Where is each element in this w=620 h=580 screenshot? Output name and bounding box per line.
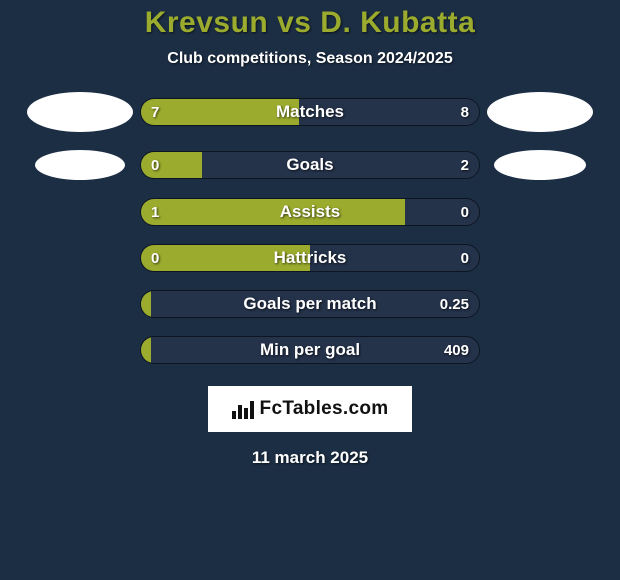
metric-bar-right-fill <box>202 152 479 178</box>
metric-bar-right-fill <box>405 199 479 225</box>
metric-bar-left-fill <box>141 99 299 125</box>
metric-bar-left-fill <box>141 152 202 178</box>
metric-bar: 7 Matches 8 <box>140 98 480 126</box>
metric-bar-left-fill <box>141 291 151 317</box>
metric-bar-left-fill <box>141 245 310 271</box>
avatar-right-slot <box>480 92 600 132</box>
metric-bar: 0 Hattricks 0 <box>140 244 480 272</box>
metric-bar: 0 Goals 2 <box>140 151 480 179</box>
bar-chart-icon <box>232 399 254 419</box>
player-avatar-right <box>487 92 593 132</box>
metric-bar: Goals per match 0.25 <box>140 290 480 318</box>
team-avatar-left <box>35 150 125 180</box>
page-title: Krevsun vs D. Kubatta <box>145 6 476 40</box>
metric-bar: Min per goal 409 <box>140 336 480 364</box>
footer-date: 11 march 2025 <box>252 448 368 468</box>
metric-row: Goals per match 0.25 <box>0 290 620 318</box>
player-avatar-left <box>27 92 133 132</box>
metric-bar-right-fill <box>310 245 479 271</box>
team-avatar-right <box>494 150 586 180</box>
avatar-right-slot <box>480 150 600 180</box>
brand-text: FcTables.com <box>260 398 389 420</box>
metric-bar-left-fill <box>141 199 405 225</box>
avatar-left-slot <box>20 150 140 180</box>
metric-row-1-with-avatars: 0 Goals 2 <box>0 150 620 180</box>
metric-row: 1 Assists 0 <box>0 198 620 226</box>
page-subtitle: Club competitions, Season 2024/2025 <box>167 50 452 68</box>
page-root: Krevsun vs D. Kubatta Club competitions,… <box>0 0 620 580</box>
metric-row: 0 Hattricks 0 <box>0 244 620 272</box>
metric-bar-right-fill <box>151 291 479 317</box>
metric-row-0-with-avatars: 7 Matches 8 <box>0 92 620 132</box>
metric-bar-right-fill <box>299 99 479 125</box>
metric-bar-left-fill <box>141 337 151 363</box>
metric-row: Min per goal 409 <box>0 336 620 364</box>
brand-link[interactable]: FcTables.com <box>208 386 412 432</box>
avatar-left-slot <box>20 92 140 132</box>
metric-bar-right-fill <box>151 337 479 363</box>
metric-bar: 1 Assists 0 <box>140 198 480 226</box>
